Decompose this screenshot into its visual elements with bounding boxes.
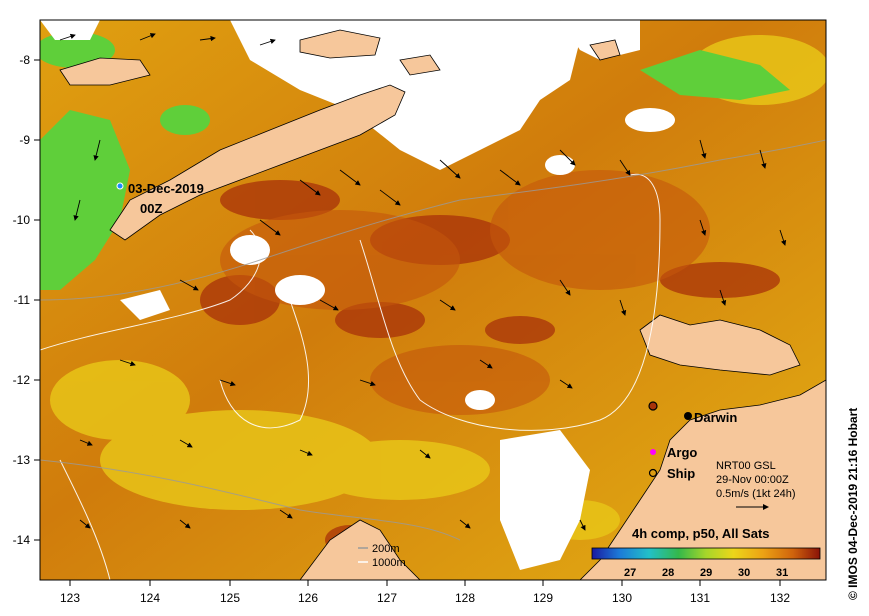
small-island-1 [589,39,621,61]
lon-label: 129 [533,591,553,605]
axis-tick-marks [34,59,781,586]
map-canvas: 03-Dec-2019 00Z Darwin Argo Ship NRT00 G… [40,20,826,580]
lat-label: -14 [13,533,31,547]
track-time-label: 00Z [140,201,162,216]
colorbar-title: 4h comp, p50, All Sats [632,526,770,541]
track-position-marker [116,182,124,190]
colorbar-tick-28: 28 [662,567,674,579]
ship-legend-marker [648,468,658,478]
land-masses [59,29,826,580]
bathymetry-contours [40,139,826,541]
lat-label: -10 [13,213,31,227]
lat-label: -13 [13,453,31,467]
argo-legend-marker [650,449,656,455]
wetar-island [299,29,381,59]
argo-legend-label: Argo [667,445,697,460]
darwin-marker [684,412,692,420]
current-vectors [59,33,787,531]
lon-label: 126 [298,591,318,605]
lat-label: -9 [19,133,30,147]
latitude-labels: -8 -9 -10 -11 -12 -13 -14 [13,53,31,547]
lon-label: 127 [377,591,397,605]
lon-label: 132 [770,591,790,605]
lon-label: 125 [220,591,240,605]
cloud-gaps [40,20,675,570]
depth-200-label: 200m [372,543,400,555]
colorbar-tick-27: 27 [624,567,636,579]
colorbar-tick-31: 31 [776,567,788,579]
lat-label: -11 [14,293,31,307]
lon-label: 128 [455,591,475,605]
ship-position-marker [648,401,658,411]
colorbar [591,547,821,560]
current-scale-label: 0.5m/s (1kt 24h) [716,488,795,500]
ship-legend-label: Ship [667,466,695,481]
colorbar-tick-29: 29 [700,567,712,579]
lon-label: 124 [140,591,160,605]
lon-label: 123 [60,591,80,605]
depth-1000-label: 1000m [372,557,406,569]
small-island-2 [399,54,441,76]
lat-label: -12 [13,373,31,387]
lat-label: -8 [19,53,30,67]
lon-label: 131 [690,591,710,605]
track-date-label: 03-Dec-2019 [128,181,204,196]
current-date-label: 29-Nov 00:00Z [716,474,789,486]
colorbar-tick-30: 30 [738,567,750,579]
darwin-label: Darwin [694,410,737,425]
flores-islands [59,57,151,86]
timor-island [109,84,406,241]
imos-credit: © IMOS 04-Dec-2019 21:16 Hobart [846,407,860,600]
longitude-labels: 123 124 125 126 127 128 129 130 131 132 [60,591,790,605]
lon-label: 130 [612,591,632,605]
current-source-label: NRT00 GSL [716,460,776,472]
kimberley-coast [299,519,421,580]
sea-level-contours [40,173,661,580]
tiwi-islands [639,314,801,376]
australia-mainland [579,379,826,580]
